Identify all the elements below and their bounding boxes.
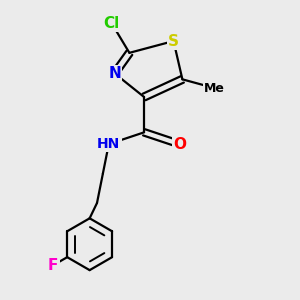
Text: Cl: Cl bbox=[103, 16, 120, 31]
Text: N: N bbox=[108, 66, 121, 81]
Text: Me: Me bbox=[204, 82, 225, 95]
Text: HN: HN bbox=[97, 137, 120, 151]
Text: O: O bbox=[173, 136, 186, 152]
Text: F: F bbox=[48, 258, 58, 273]
Text: S: S bbox=[168, 34, 179, 49]
